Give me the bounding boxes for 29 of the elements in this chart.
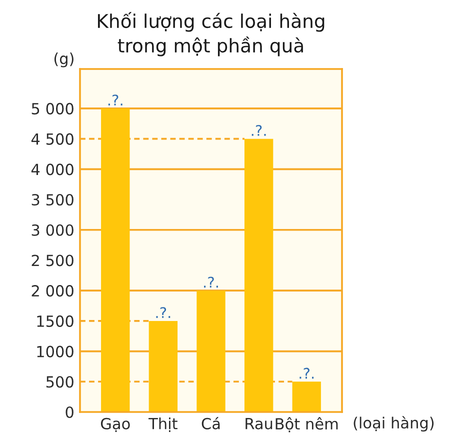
y-tick-label: 2 500: [32, 254, 74, 266]
y-tick-label: 1500: [37, 315, 74, 327]
data-label: .?.: [108, 94, 122, 106]
bar: [101, 108, 130, 412]
x-tick-label: Bột nêm: [276, 417, 338, 432]
y-tick-label: 500: [46, 376, 74, 388]
x-tick-label: Gạo: [100, 418, 130, 432]
y-tick-label: 0: [66, 406, 74, 418]
data-label: .?.: [300, 368, 314, 379]
y-tick-label: 4 000: [31, 164, 74, 176]
y-tick-label: 3 500: [32, 194, 74, 206]
data-label: .?.: [252, 124, 266, 136]
y-tick-label: 5 000: [32, 102, 74, 114]
x-tick-label: Rau: [246, 418, 272, 430]
data-label: .?.: [156, 307, 170, 318]
y-tick-label: 3 000: [32, 224, 74, 236]
data-label: .?.: [204, 276, 218, 288]
bar: [244, 138, 274, 412]
bar: [148, 320, 178, 412]
y-tick-label: 1000: [37, 346, 74, 358]
y-axis-title: (g): [54, 52, 74, 68]
x-tick-label: Thịt: [148, 418, 178, 432]
bar: [292, 382, 321, 412]
bar: [196, 290, 226, 412]
y-tick-label: 4 500: [31, 133, 74, 145]
chart-title: Khối lượng các loại hàng trong một phần quà: [98, 12, 324, 56]
x-axis-title: (loại hàng): [354, 416, 434, 432]
x-tick-label: Cá: [202, 416, 220, 430]
y-tick-label: 2 000: [32, 285, 74, 297]
